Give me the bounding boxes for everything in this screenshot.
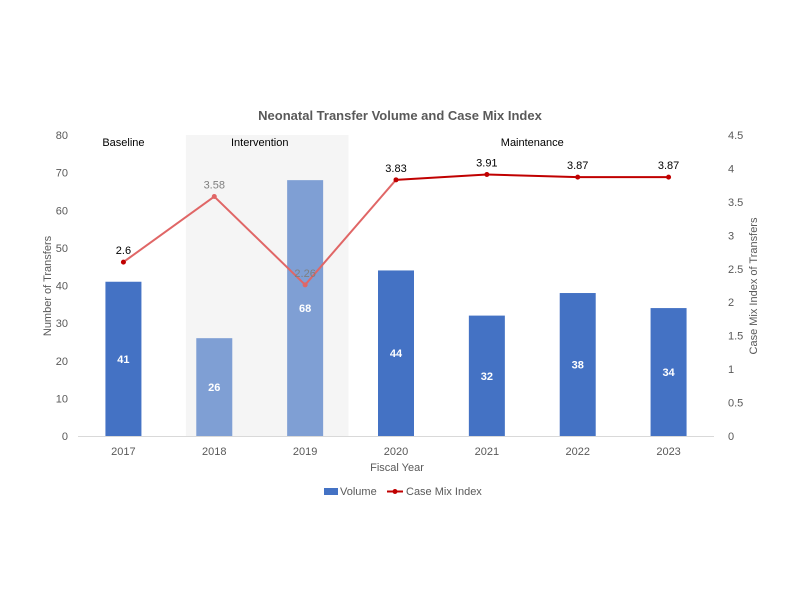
right-y-tick-label: 0.5 [728, 398, 743, 410]
x-tick-label: 2023 [656, 446, 680, 458]
x-tick-label: 2017 [111, 446, 135, 458]
legend: Volume Case Mix Index [324, 486, 482, 498]
phase-labels: Baseline Intervention Maintenance [102, 137, 563, 149]
cmi-data-label: 3.58 [204, 180, 225, 192]
case-mix-index-line: 2.6 3.58 2.26 3.83 3.91 3.87 3.87 [116, 157, 679, 288]
x-tick-label: 2021 [475, 446, 499, 458]
volume-bar [468, 315, 505, 436]
left-y-axis-ticks: 0 10 20 30 40 50 60 70 80 [56, 130, 68, 443]
right-y-tick-label: 2 [728, 297, 734, 309]
cmi-data-label: 3.91 [476, 157, 497, 169]
right-y-tick-label: 1.5 [728, 331, 743, 343]
right-y-axis-title: Case Mix Index of Transfers [748, 217, 760, 354]
x-tick-label: 2020 [384, 446, 408, 458]
legend-cmi-swatch-marker [392, 489, 398, 494]
left-y-axis-title: Number of Transfers [42, 235, 54, 336]
volume-bar-data-label: 38 [572, 360, 584, 372]
volume-bar [559, 293, 596, 436]
cmi-point [302, 282, 308, 288]
cmi-point [211, 194, 217, 200]
volume-bar [287, 180, 324, 436]
cmi-data-label: 3.87 [567, 160, 588, 172]
left-y-tick-label: 70 [56, 168, 68, 180]
cmi-point [393, 177, 399, 183]
volume-bar-data-label: 26 [208, 382, 220, 394]
cmi-point [575, 174, 581, 180]
left-y-tick-label: 10 [56, 393, 68, 405]
volume-bar [378, 270, 414, 436]
cmi-line-segment [213, 195, 306, 286]
cmi-line-segment [122, 195, 215, 263]
cmi-point [484, 171, 490, 177]
x-tick-label: 2018 [202, 446, 226, 458]
cmi-line-segment [486, 173, 578, 179]
legend-volume-label: Volume [340, 486, 377, 498]
right-y-tick-label: 3.5 [728, 197, 743, 209]
legend-volume-swatch [324, 488, 338, 495]
volume-bar-data-label: 68 [299, 303, 311, 315]
cmi-line-segment [395, 173, 487, 181]
left-y-tick-label: 80 [56, 130, 68, 142]
volume-bar [650, 308, 687, 436]
volume-bar [196, 338, 233, 436]
volume-bar-data-label: 44 [390, 348, 403, 360]
phase-label-baseline: Baseline [102, 137, 144, 149]
x-axis-title: Fiscal Year [370, 462, 424, 474]
left-y-tick-label: 30 [56, 318, 68, 330]
legend-cmi-label: Case Mix Index [406, 486, 482, 498]
right-y-tick-label: 3 [728, 230, 734, 242]
right-y-tick-label: 4.5 [728, 130, 743, 142]
left-y-tick-label: 0 [62, 431, 68, 443]
left-y-tick-label: 20 [56, 356, 68, 368]
right-y-tick-label: 4 [728, 163, 734, 175]
phase-label-intervention: Intervention [231, 137, 288, 149]
right-y-tick-label: 1 [728, 364, 734, 376]
volume-bar-data-label: 34 [662, 367, 675, 379]
left-y-tick-label: 50 [56, 243, 68, 255]
left-y-tick-label: 40 [56, 281, 68, 293]
right-y-tick-label: 0 [728, 431, 734, 443]
x-axis-ticks: 2017 2018 2019 2020 2021 2022 2023 [111, 446, 681, 458]
cmi-data-label: 3.83 [385, 163, 406, 175]
x-tick-label: 2019 [293, 446, 317, 458]
cmi-point [120, 259, 126, 265]
cmi-data-label: 3.87 [658, 160, 679, 172]
chart-title: Neonatal Transfer Volume and Case Mix In… [258, 108, 542, 123]
volume-bar [105, 281, 142, 436]
volume-bar-data-label: 32 [481, 371, 493, 383]
right-y-tick-label: 2.5 [728, 264, 743, 276]
phase-label-maintenance: Maintenance [501, 137, 564, 149]
right-y-axis-ticks: 0 0.5 1 1.5 2 2.5 3 3.5 4 4.5 [728, 130, 743, 443]
volume-bars: 41 26 68 44 32 38 34 [105, 180, 687, 436]
cmi-line-segment [304, 179, 397, 286]
cmi-data-label: 2.26 [294, 268, 315, 280]
left-y-tick-label: 60 [56, 205, 68, 217]
volume-bar-data-label: 41 [117, 354, 129, 366]
x-tick-label: 2022 [565, 446, 589, 458]
cmi-point [666, 174, 672, 180]
cmi-data-label: 2.6 [116, 245, 131, 257]
